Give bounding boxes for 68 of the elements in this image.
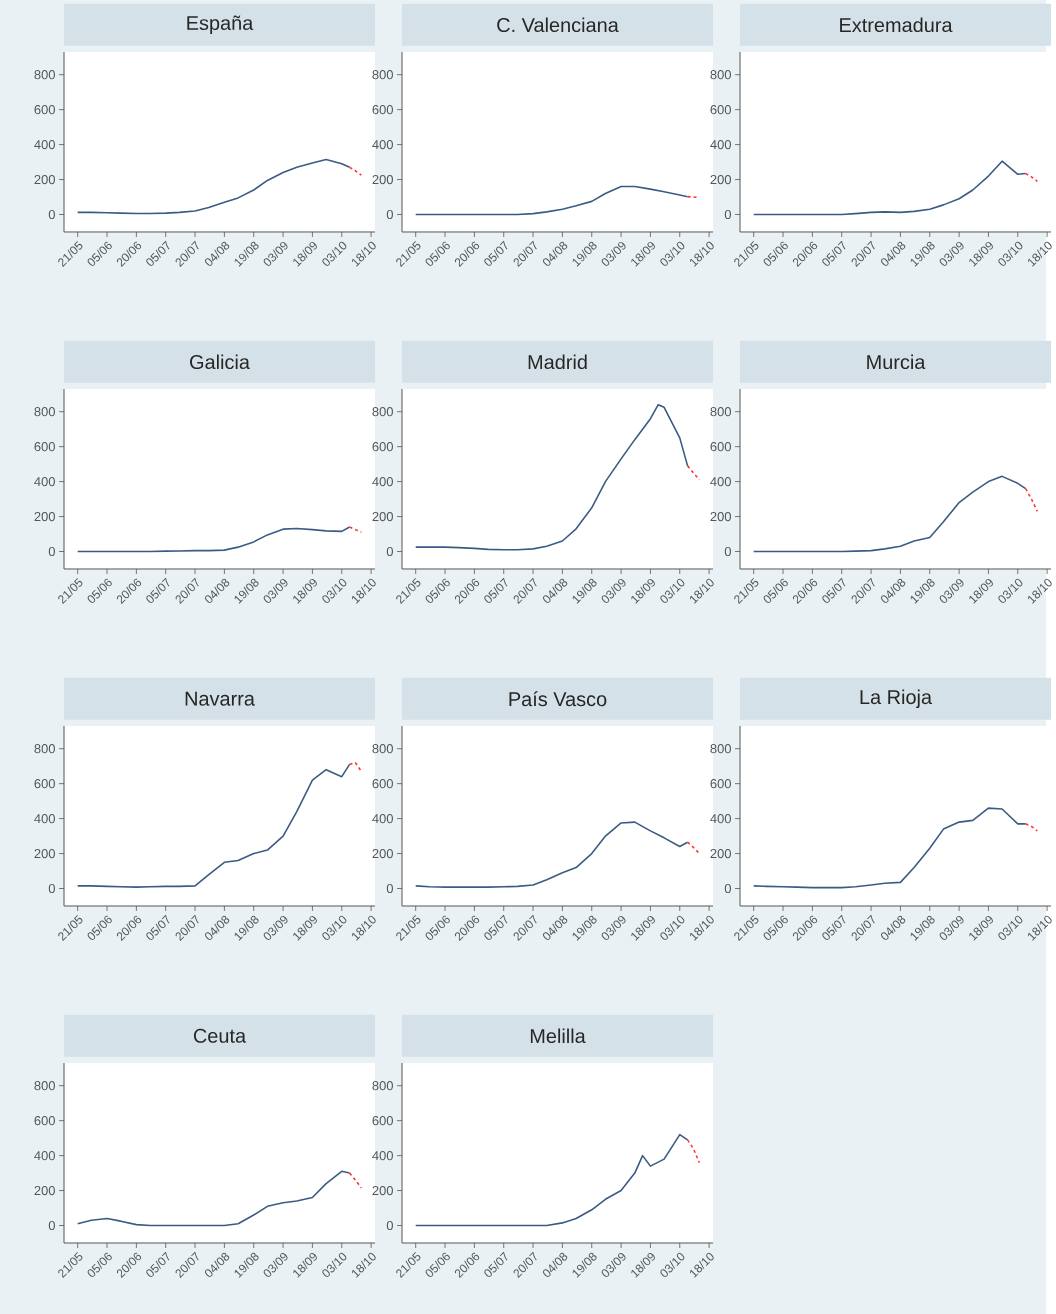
- y-tick-label: 200: [34, 848, 55, 859]
- y-tick-label: 200: [372, 174, 393, 185]
- chart-title: Navarra: [185, 691, 255, 706]
- y-tick-label: 600: [34, 442, 55, 452]
- y-tick-label: 0: [48, 1220, 55, 1231]
- y-tick-label: 600: [372, 442, 393, 452]
- y-tick-label: 200: [34, 174, 55, 185]
- y-tick-label: 0: [48, 546, 55, 557]
- chart-title: Murcia: [867, 354, 926, 370]
- y-tick-label: 800: [372, 70, 393, 80]
- y-tick-label: 200: [34, 511, 55, 522]
- y-tick-label: 600: [372, 779, 393, 789]
- chart-title: País Vasco: [509, 691, 607, 707]
- y-tick-label: 800: [372, 407, 393, 417]
- y-tick-label: 0: [386, 546, 393, 557]
- y-tick-label: 400: [710, 140, 731, 150]
- y-tick-label: 400: [34, 477, 55, 487]
- chart-title: España: [187, 15, 254, 35]
- y-tick-label: 200: [710, 848, 731, 859]
- y-tick-label: 600: [710, 442, 731, 452]
- y-tick-label: 600: [710, 779, 731, 789]
- y-tick-label: 800: [710, 70, 731, 80]
- y-tick-label: 400: [710, 814, 731, 824]
- y-tick-label: 0: [386, 883, 393, 894]
- y-tick-label: 200: [372, 1185, 393, 1196]
- chart-title: C. Valenciana: [497, 17, 619, 33]
- y-tick-label: 600: [34, 779, 55, 789]
- y-tick-label: 200: [34, 1185, 55, 1196]
- y-tick-label: 400: [372, 1151, 393, 1161]
- y-tick-label: 0: [724, 883, 731, 894]
- y-tick-label: 600: [372, 1116, 393, 1126]
- y-tick-label: 200: [372, 511, 393, 522]
- chart-title: Melilla: [530, 1028, 586, 1044]
- y-tick-label: 600: [372, 105, 393, 115]
- y-tick-label: 200: [710, 174, 731, 185]
- y-tick-label: 800: [34, 1081, 55, 1091]
- y-tick-label: 800: [34, 407, 55, 417]
- y-tick-label: 400: [34, 140, 55, 150]
- y-tick-label: 400: [34, 1151, 55, 1161]
- y-tick-label: 600: [710, 105, 731, 115]
- y-tick-label: 400: [372, 140, 393, 150]
- y-tick-label: 800: [710, 407, 731, 417]
- line-series: [76, 763, 351, 888]
- chart-title: Extremadura: [840, 17, 953, 33]
- y-tick-label: 0: [386, 209, 393, 220]
- line-series: [76, 158, 351, 215]
- y-tick-label: 0: [724, 546, 731, 557]
- y-tick-label: 600: [34, 105, 55, 115]
- y-tick-label: 400: [34, 814, 55, 824]
- y-tick-label: 400: [372, 477, 393, 487]
- chart-title: Madrid: [528, 354, 587, 370]
- y-tick-label: 800: [34, 70, 55, 80]
- y-tick-label: 0: [48, 883, 55, 894]
- y-tick-label: 800: [372, 1081, 393, 1091]
- y-tick-label: 0: [724, 209, 731, 220]
- y-tick-label: 400: [710, 477, 731, 487]
- y-tick-label: 200: [372, 848, 393, 859]
- chart-title: Galicia: [189, 354, 250, 370]
- y-tick-label: 800: [710, 744, 731, 754]
- y-tick-label: 800: [34, 744, 55, 754]
- chart-title: Ceuta: [193, 1028, 247, 1043]
- chart-title: La Rioja: [860, 689, 932, 709]
- y-tick-label: 600: [34, 1116, 55, 1126]
- y-tick-label: 0: [386, 1220, 393, 1231]
- y-tick-label: 200: [710, 511, 731, 522]
- y-tick-label: 400: [372, 814, 393, 824]
- y-tick-label: 800: [372, 744, 393, 754]
- y-tick-label: 0: [48, 209, 55, 220]
